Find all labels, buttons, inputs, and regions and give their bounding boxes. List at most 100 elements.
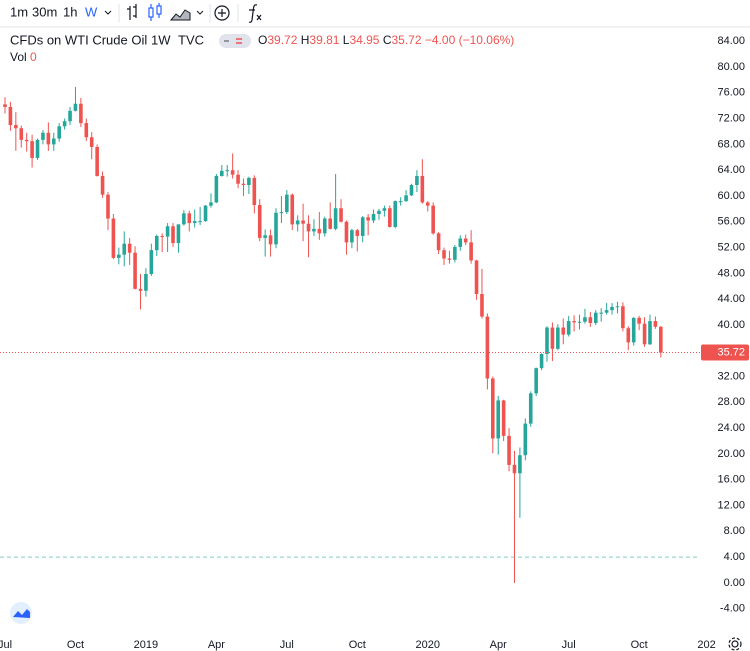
interval-label: 1W bbox=[151, 32, 171, 47]
candle-body bbox=[339, 208, 343, 222]
candle-body bbox=[436, 233, 441, 251]
low-value: 34.95 bbox=[349, 33, 379, 47]
y-tick-label: 64.00 bbox=[717, 164, 745, 176]
candle-body bbox=[160, 235, 164, 237]
candle-body bbox=[631, 317, 636, 343]
y-tick-label: 0.00 bbox=[724, 577, 745, 589]
x-tick-label: 2021 bbox=[697, 639, 721, 651]
dropdown-icon[interactable] bbox=[104, 10, 112, 15]
candle-body bbox=[350, 230, 354, 243]
candle-body bbox=[95, 146, 99, 176]
candle-body bbox=[425, 202, 430, 206]
candle-body bbox=[344, 221, 349, 243]
candle-body bbox=[360, 217, 365, 236]
interval-button[interactable]: 1h bbox=[63, 4, 77, 19]
x-tick-label: Oct bbox=[631, 639, 648, 651]
candle-body bbox=[561, 327, 566, 335]
candle-body bbox=[588, 317, 593, 324]
x-tick-label: Jul bbox=[0, 639, 12, 651]
candle-body bbox=[485, 316, 490, 379]
candle-body bbox=[290, 194, 295, 225]
volume-label: Vol bbox=[10, 50, 27, 64]
candle-body bbox=[301, 220, 305, 224]
ohlc-values: O39.72 H39.81 L34.95 C35.72 −4.00 (−10.0… bbox=[258, 33, 514, 47]
candle-body bbox=[144, 274, 148, 291]
candle-body bbox=[507, 435, 511, 465]
y-tick-label: 56.00 bbox=[717, 216, 745, 228]
candle-body bbox=[393, 201, 398, 227]
candle-body bbox=[182, 213, 186, 225]
candle-body bbox=[247, 177, 251, 186]
candle-body bbox=[89, 137, 94, 147]
area-style-icon[interactable] bbox=[169, 9, 191, 21]
candle-body bbox=[8, 106, 13, 126]
candle-body bbox=[133, 252, 137, 289]
compare-icon[interactable] bbox=[214, 5, 230, 21]
candle-body bbox=[257, 204, 262, 238]
candle-body bbox=[79, 103, 83, 124]
candle-body bbox=[295, 220, 300, 225]
candle-body bbox=[198, 221, 202, 223]
high-value: 39.81 bbox=[309, 33, 339, 47]
y-tick-label: 24.00 bbox=[717, 422, 745, 434]
candle-body bbox=[230, 170, 235, 175]
candle-body bbox=[458, 238, 463, 247]
ohlc-prefix: L bbox=[343, 33, 350, 47]
candle-body bbox=[528, 393, 533, 424]
candle-body bbox=[203, 205, 208, 222]
candle-style-icon[interactable] bbox=[148, 3, 162, 21]
ohlc-prefix: O bbox=[258, 33, 267, 47]
interval-button[interactable]: 30m bbox=[32, 4, 57, 19]
candle-body bbox=[491, 378, 495, 439]
candle-body bbox=[518, 455, 522, 474]
dropdown-icon[interactable] bbox=[196, 10, 204, 15]
candle-body bbox=[366, 217, 370, 221]
candle-body bbox=[648, 321, 652, 345]
candle-body bbox=[556, 327, 560, 349]
settings-icon[interactable] bbox=[728, 637, 742, 651]
candle-body bbox=[51, 138, 56, 145]
y-tick-label: 12.00 bbox=[717, 499, 745, 511]
last-price-label: 35.72 bbox=[717, 346, 745, 358]
candle-body bbox=[19, 128, 24, 140]
y-tick-label: 16.00 bbox=[717, 474, 745, 486]
candle-body bbox=[225, 170, 230, 172]
x-tick-label: Jul bbox=[280, 639, 294, 651]
y-tick-label: 72.00 bbox=[717, 112, 745, 124]
candle-body bbox=[545, 327, 549, 354]
y-tick-label: -4.00 bbox=[720, 603, 745, 615]
logo[interactable] bbox=[10, 602, 32, 624]
candle-body bbox=[274, 212, 278, 245]
y-tick-label: 48.00 bbox=[717, 267, 745, 279]
candle-body bbox=[187, 213, 192, 224]
candle-body bbox=[409, 185, 414, 196]
y-tick-label: 68.00 bbox=[717, 138, 745, 150]
candle-body bbox=[62, 121, 67, 127]
candle-body bbox=[420, 175, 425, 203]
candle-body bbox=[176, 224, 181, 244]
indicators-icon[interactable] bbox=[248, 4, 262, 23]
candle-body bbox=[100, 175, 105, 195]
y-tick-label: 80.00 bbox=[717, 61, 745, 73]
visibility-pill[interactable] bbox=[219, 34, 251, 48]
candle-body bbox=[388, 208, 392, 227]
x-tick-label: Apr bbox=[208, 639, 225, 651]
candle-body bbox=[35, 139, 40, 158]
candle-body bbox=[68, 110, 72, 122]
candle-body bbox=[30, 141, 34, 158]
candle-body bbox=[220, 170, 224, 176]
candle-body bbox=[523, 423, 528, 456]
interval-button[interactable]: W bbox=[85, 4, 98, 19]
symbol-name: CFDs on WTI Crude Oil bbox=[10, 32, 147, 47]
candle-body bbox=[572, 321, 576, 323]
bar-style-icon[interactable] bbox=[127, 4, 137, 20]
candle-body bbox=[474, 260, 479, 294]
candle-body bbox=[138, 288, 143, 291]
price-axis: 84.00 80.00 76.00 72.00 68.00 64.00 60.00 56.00… bbox=[701, 35, 749, 615]
candle-body bbox=[263, 235, 267, 238]
candle-body bbox=[626, 328, 631, 343]
candle-body bbox=[154, 235, 159, 251]
interval-button[interactable]: 1m bbox=[10, 4, 28, 19]
x-tick-label: Jul bbox=[562, 639, 576, 651]
candle-body bbox=[149, 250, 154, 275]
